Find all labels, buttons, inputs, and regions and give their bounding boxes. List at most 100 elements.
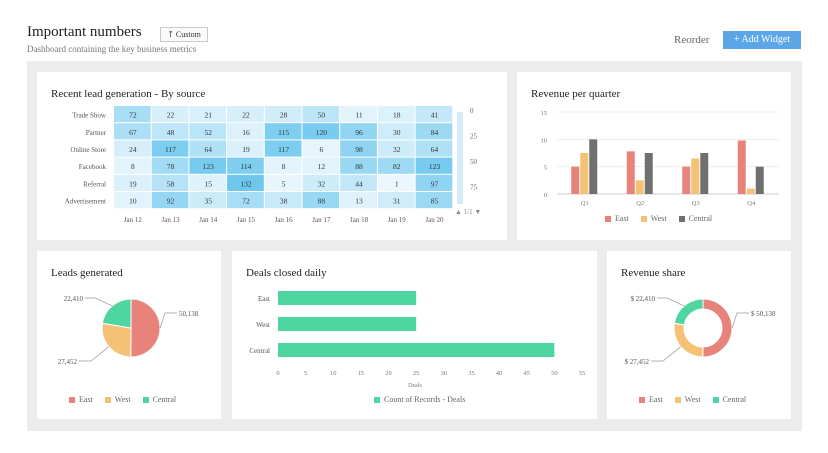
x-tick-label: 10 [330, 370, 337, 377]
heatmap-cell-label: 31 [393, 197, 401, 206]
reorder-button[interactable]: Reorder [674, 34, 710, 46]
revenue-share-widget[interactable]: Revenue share $ 50,138 $ 27,452 $ 22,410 E… [607, 251, 791, 419]
bar-west [635, 180, 644, 194]
leader-line [79, 346, 110, 362]
lead-generation-widget[interactable]: Recent lead generation - By source Trade… [37, 72, 507, 240]
heatmap-cell-label: 12 [318, 162, 326, 171]
bar-east [737, 140, 746, 194]
heatmap-cell-label: 11 [355, 111, 362, 120]
custom-button[interactable]: ⤒ Custom [160, 27, 208, 42]
heatmap-cell [415, 174, 453, 191]
heatmap-cell [302, 123, 340, 140]
bar-east [682, 166, 691, 194]
legend-item-central[interactable]: Central [142, 395, 176, 404]
add-widget-button[interactable]: + Add Widget [723, 31, 801, 49]
heatmap-cell-label: 78 [167, 162, 175, 171]
heatmap-cell-label: 22 [167, 111, 175, 120]
heatmap-cell-label: 64 [431, 145, 439, 154]
heatmap-cell [264, 174, 302, 191]
heatmap-row-label: Online Store [70, 146, 106, 154]
heatmap-cell [340, 157, 377, 174]
heatmap-cell-label: 35 [205, 197, 213, 206]
heatmap-col-label: Jan 15 [237, 216, 256, 224]
slice-east [130, 298, 161, 358]
heatmap-cell [151, 140, 189, 157]
heatmap-cell-label: 24 [129, 145, 137, 154]
heatmap-cell [227, 140, 264, 157]
heatmap-cell [377, 174, 415, 191]
bar-east [571, 166, 580, 194]
heatmap-cell-label: 13 [355, 197, 363, 206]
legend-item-west[interactable]: West [104, 395, 131, 404]
heatmap-cell [151, 174, 189, 191]
heatmap-cell-label: 82 [393, 162, 401, 171]
heatmap-cell-label: 32 [393, 145, 401, 154]
page-subtitle: Dashboard containing the key business me… [27, 44, 197, 54]
heatmap-col-label: Jan 13 [162, 216, 181, 224]
heatmap-cell [377, 140, 415, 157]
slice-value-label: 27,452 [58, 358, 78, 366]
leader-line [731, 312, 749, 329]
x-tick-label: 35 [468, 370, 475, 377]
leader-line [159, 312, 177, 329]
deals-bar-chart: East West Central 0 5 10 15 20 25 30 35 40 45 50 55 Dea… [249, 291, 586, 389]
heatmap-col-label: Jan 19 [388, 216, 407, 224]
widget-title: Leads generated [51, 267, 123, 279]
heatmap-cell [415, 140, 453, 157]
x-tick-label: 55 [579, 370, 586, 377]
heatmap-cell [189, 140, 227, 157]
legend-item-east[interactable]: East [69, 395, 93, 404]
heatmap-cell [151, 106, 189, 123]
heatmap-cell [151, 157, 189, 174]
widget-title: Recent lead generation - By source [51, 88, 206, 100]
legend-item-west[interactable]: West [674, 395, 701, 404]
heatmap-cell [377, 123, 415, 140]
heatmap-cell-label: 96 [355, 128, 363, 137]
heatmap-cell [264, 140, 302, 157]
heatmap-col-label: Jan 12 [124, 216, 143, 224]
heatmap-cell [227, 157, 264, 174]
heatmap-cell-label: 72 [129, 111, 137, 120]
x-tick-label: 40 [496, 370, 503, 377]
heatmap-scale-label: 75 [470, 184, 478, 192]
page-title: Important numbers [27, 24, 142, 40]
heatmap-cell [377, 192, 415, 209]
heatmap-cell-label: 52 [205, 128, 213, 137]
y-tick-label: 15 [541, 110, 548, 117]
leads-generated-widget[interactable]: Leads generated 50,138 27,452 22,410 East … [37, 251, 221, 419]
revenue-per-quarter-widget[interactable]: Revenue per quarter 0 5 10 15 Q1 Q2 Q3 Q4 East … [517, 72, 791, 240]
heatmap-cell-label: 8 [282, 162, 286, 171]
chart-legend: Count of Records - Deals [374, 395, 465, 404]
bar-west [278, 317, 417, 331]
slice-value-label: 50,138 [179, 310, 199, 318]
deals-closed-widget[interactable]: Deals closed daily East West Central 0 5 10 15… [232, 251, 597, 419]
legend-item-central[interactable]: Central [678, 214, 712, 223]
legend-item-west[interactable]: West [640, 214, 667, 223]
heatmap-cell [415, 123, 453, 140]
chart-legend: East West Central [639, 395, 746, 404]
legend-item-deals[interactable]: Count of Records - Deals [374, 395, 465, 404]
heatmap-cell [340, 192, 377, 209]
widget-title: Deals closed daily [246, 267, 327, 279]
bar-central [278, 343, 555, 357]
widget-title: Revenue per quarter [531, 88, 621, 100]
heatmap-scale-label: 0 [470, 107, 474, 115]
widget-title: Revenue share [621, 267, 686, 279]
heatmap-cell [302, 174, 340, 191]
heatmap-cell-label: 1 [395, 179, 399, 188]
legend-item-central[interactable]: Central [712, 395, 746, 404]
heatmap-cell [377, 157, 415, 174]
heatmap-cell [114, 174, 151, 191]
x-tick-label: 15 [358, 370, 365, 377]
x-tick-label: Q4 [747, 200, 756, 207]
legend-item-east[interactable]: East [639, 395, 663, 404]
heatmap-cell [189, 106, 227, 123]
heatmap-cell-label: 30 [393, 128, 401, 137]
slice-west [673, 322, 704, 358]
heatmap-col-label: Jan 14 [199, 216, 218, 224]
heatmap-cell [302, 157, 340, 174]
heatmap-cell [227, 106, 264, 123]
chart-legend: East West Central [605, 214, 712, 223]
legend-item-east[interactable]: East [605, 214, 629, 223]
